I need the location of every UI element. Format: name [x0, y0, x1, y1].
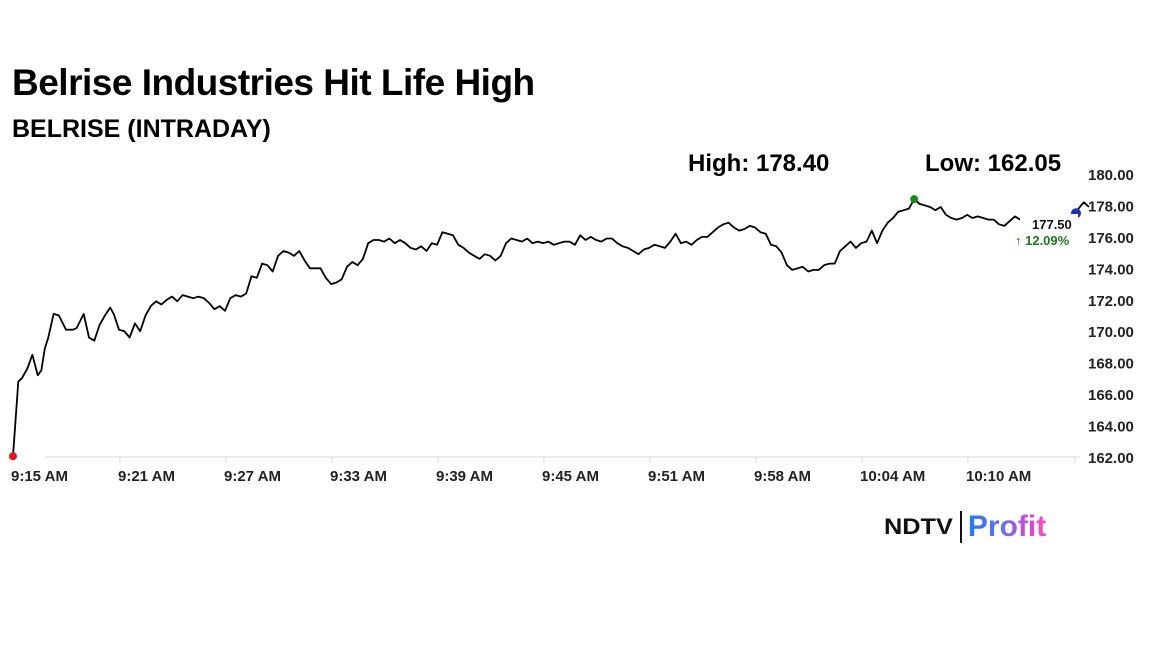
x-tick-label: 9:58 AM — [754, 468, 811, 485]
logo-brand: NDTV — [884, 514, 953, 539]
y-axis: 180.00 178.00 176.00 174.00 172.00 170.00 168.… — [1088, 167, 1134, 467]
high-value-label: High: 178.40 — [688, 150, 830, 177]
price-line — [12, 198, 1090, 457]
y-tick-label: 180.00 — [1088, 167, 1134, 184]
y-tick-label: 166.00 — [1088, 387, 1134, 404]
x-axis: 9:15 AM 9:21 AM 9:27 AM 9:33 AM 9:39 AM 9:45 … — [11, 456, 1080, 485]
last-price-label: 177.50 — [1032, 217, 1072, 232]
x-tick-label: 10:04 AM — [860, 468, 925, 485]
chart-subtitle: BELRISE (INTRADAY) — [12, 115, 271, 143]
y-tick-label: 168.00 — [1088, 356, 1134, 373]
y-tick-label: 172.00 — [1088, 293, 1134, 310]
y-tick-label: 164.00 — [1088, 419, 1134, 436]
y-tick-label: 170.00 — [1088, 324, 1134, 341]
x-tick-label: 9:39 AM — [436, 468, 493, 485]
y-tick-label: 162.00 — [1088, 450, 1134, 467]
logo-product: Profit — [967, 510, 1047, 543]
x-tick-label: 9:15 AM — [11, 468, 68, 485]
change-percent-label: ↑ 12.09% — [1015, 233, 1070, 248]
last-price-box — [1020, 214, 1078, 252]
x-tick-label: 9:45 AM — [542, 468, 599, 485]
x-tick-label: 9:27 AM — [224, 468, 281, 485]
high-point-marker — [910, 195, 919, 204]
ndtv-profit-logo: NDTV Profit — [884, 510, 1046, 544]
x-tick-label: 9:51 AM — [648, 468, 705, 485]
x-tick-label: 10:10 AM — [966, 468, 1031, 485]
y-tick-label: 174.00 — [1088, 261, 1134, 278]
logo-divider — [959, 511, 962, 543]
x-tick-label: 9:21 AM — [118, 468, 175, 485]
x-tick-label: 9:33 AM — [330, 468, 387, 485]
chart-title: Belrise Industries Hit Life High — [12, 62, 535, 103]
low-value-label: Low: 162.05 — [925, 150, 1062, 177]
y-tick-label: 178.00 — [1088, 198, 1134, 215]
start-point-marker — [9, 452, 17, 461]
y-tick-label: 176.00 — [1088, 230, 1134, 247]
